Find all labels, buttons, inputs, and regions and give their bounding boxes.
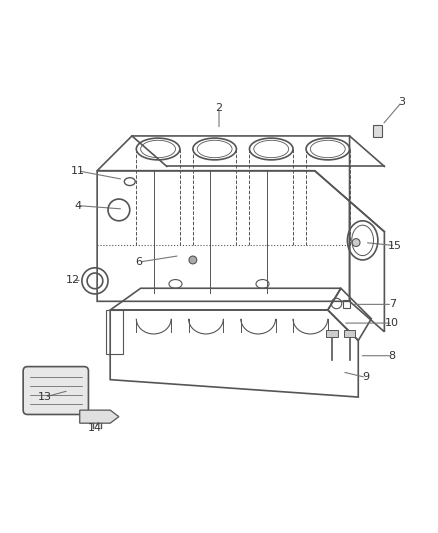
Text: 8: 8 — [389, 351, 396, 361]
Ellipse shape — [189, 256, 197, 264]
Ellipse shape — [352, 239, 360, 246]
Text: 15: 15 — [388, 240, 402, 251]
FancyBboxPatch shape — [373, 125, 382, 137]
Text: 9: 9 — [363, 373, 370, 383]
Text: 4: 4 — [74, 200, 81, 211]
Text: 11: 11 — [71, 166, 85, 176]
Text: 2: 2 — [215, 103, 223, 112]
Text: 6: 6 — [135, 257, 142, 267]
FancyBboxPatch shape — [23, 367, 88, 415]
Text: 7: 7 — [389, 300, 396, 309]
Text: 10: 10 — [385, 318, 399, 328]
Text: 14: 14 — [88, 423, 102, 433]
FancyBboxPatch shape — [326, 329, 338, 336]
Polygon shape — [80, 410, 119, 423]
FancyBboxPatch shape — [344, 329, 355, 336]
Text: 12: 12 — [66, 276, 80, 286]
Text: 13: 13 — [38, 392, 52, 402]
Text: 3: 3 — [398, 97, 405, 107]
